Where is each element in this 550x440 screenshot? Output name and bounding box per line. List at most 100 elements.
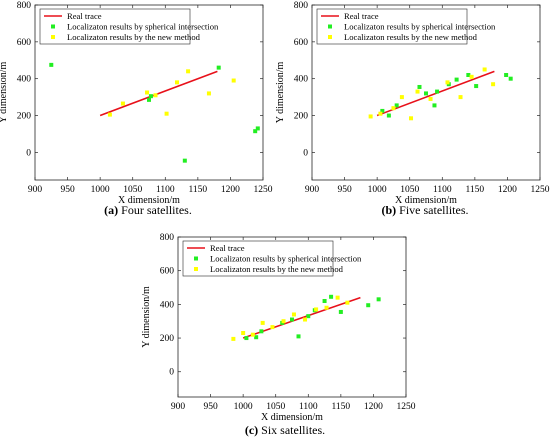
point-spherical-intersection xyxy=(454,77,459,82)
point-spherical-intersection xyxy=(417,84,422,89)
y-tick-label: 800 xyxy=(17,1,32,11)
x-tick-label: 1050 xyxy=(266,402,285,412)
x-axis-label: X dimension/m xyxy=(261,412,323,423)
legend-label: Real trace xyxy=(344,11,379,21)
x-tick-label: 1150 xyxy=(189,185,208,195)
legend-box xyxy=(39,8,191,45)
point-new-method xyxy=(250,332,255,337)
x-tick-label: 1200 xyxy=(364,402,383,412)
point-spherical-intersection xyxy=(435,89,440,94)
chart-panel-2: 900 950 1000 1050 1100 1150 1200 1250 0 200 400 600… xyxy=(141,233,416,437)
x-tick-label: 1100 xyxy=(433,185,452,195)
legend-box xyxy=(316,8,468,45)
point-spherical-intersection xyxy=(380,108,385,113)
point-new-method xyxy=(281,319,286,324)
point-new-method xyxy=(335,295,340,300)
legend-swatch-marker xyxy=(194,267,198,271)
point-new-method xyxy=(231,336,236,341)
x-axis-label: X dimension/m xyxy=(118,195,180,206)
point-new-method xyxy=(241,331,246,335)
point-new-method xyxy=(260,320,265,325)
point-new-method xyxy=(391,106,396,111)
x-tick-label: 1250 xyxy=(254,185,273,195)
legend-box xyxy=(182,240,334,277)
x-tick-label: 900 xyxy=(28,185,43,195)
point-spherical-intersection xyxy=(255,126,260,131)
y-axis-label: Y dimension/m xyxy=(0,61,9,123)
legend-swatch-marker xyxy=(194,256,198,261)
caption-label: (b) xyxy=(382,203,397,217)
x-tick-label: 1250 xyxy=(531,185,550,195)
legend-label: Localizaton results by the new method xyxy=(210,264,344,274)
y-axis-label: Y dimension/m xyxy=(141,286,152,348)
caption-text: Five satellites. xyxy=(396,203,468,217)
x-tick-label: 1250 xyxy=(397,402,416,412)
legend-label: Localizaton results by spherical interse… xyxy=(344,22,496,32)
point-new-method xyxy=(428,96,433,101)
point-new-method xyxy=(270,325,275,330)
point-new-method xyxy=(303,317,308,322)
point-spherical-intersection xyxy=(148,94,153,99)
x-tick-label: 900 xyxy=(171,402,186,412)
x-tick-label: 1200 xyxy=(498,185,517,195)
x-tick-label: 950 xyxy=(203,402,218,412)
point-spherical-intersection xyxy=(216,65,221,70)
y-tick-label: 600 xyxy=(160,267,175,277)
point-spherical-intersection xyxy=(504,73,509,77)
point-spherical-intersection xyxy=(474,84,479,89)
series-line-real-trace xyxy=(99,70,218,117)
point-new-method xyxy=(399,95,404,100)
point-new-method xyxy=(175,80,180,85)
x-tick-label: 1150 xyxy=(332,402,351,412)
point-new-method xyxy=(368,114,373,119)
point-new-method xyxy=(324,305,329,310)
x-tick-label: 1050 xyxy=(123,185,142,195)
x-tick-label: 950 xyxy=(60,185,75,195)
point-new-method xyxy=(445,80,450,85)
caption-text: Four satellites. xyxy=(118,203,192,217)
point-new-method xyxy=(415,89,420,94)
point-spherical-intersection xyxy=(394,103,399,108)
legend-label: Localizaton results by spherical interse… xyxy=(67,22,219,32)
caption-label: (c) xyxy=(245,423,258,437)
y-tick-label: 400 xyxy=(160,300,175,310)
point-spherical-intersection xyxy=(290,317,294,322)
point-spherical-intersection xyxy=(182,158,187,163)
y-tick-label: 600 xyxy=(17,38,32,48)
chart-panel-0: 900 950 1000 1050 1100 1150 1200 1250 0 200 400 600… xyxy=(0,1,273,217)
y-tick-label: 200 xyxy=(17,112,32,122)
legend-label: Localizaton results by the new method xyxy=(344,32,478,42)
point-new-method xyxy=(314,307,319,312)
point-spherical-intersection xyxy=(366,303,371,308)
x-tick-label: 1200 xyxy=(221,185,240,195)
y-tick-label: 200 xyxy=(294,112,309,122)
x-axis-label: X dimension/m xyxy=(395,195,457,206)
panel-caption: (c) Six satellites. xyxy=(245,423,325,437)
x-tick-label: 1000 xyxy=(368,185,387,195)
point-new-method xyxy=(186,69,191,74)
point-spherical-intersection xyxy=(432,103,437,108)
point-new-method xyxy=(164,111,169,116)
point-new-method xyxy=(231,78,236,83)
point-spherical-intersection xyxy=(147,97,151,102)
point-spherical-intersection xyxy=(254,335,259,340)
y-tick-label: 400 xyxy=(294,75,309,85)
point-spherical-intersection xyxy=(386,113,391,118)
point-spherical-intersection xyxy=(466,73,471,77)
point-new-method xyxy=(345,300,350,305)
y-tick-label: 800 xyxy=(160,233,175,243)
point-new-method xyxy=(145,90,150,95)
y-tick-label: 600 xyxy=(294,38,309,48)
point-new-method xyxy=(458,95,463,100)
y-tick-label: 0 xyxy=(169,368,174,378)
point-spherical-intersection xyxy=(376,297,381,302)
x-tick-label: 950 xyxy=(337,185,352,195)
chart-panel-1: 900 950 1000 1050 1100 1150 1200 1250 0 200 400 600… xyxy=(275,1,550,217)
legend-label: Localizaton results by spherical interse… xyxy=(210,254,362,264)
legend-label: Localizaton results by the new method xyxy=(67,32,201,42)
point-spherical-intersection xyxy=(306,314,311,319)
panel-caption: (b) Five satellites. xyxy=(382,203,469,217)
